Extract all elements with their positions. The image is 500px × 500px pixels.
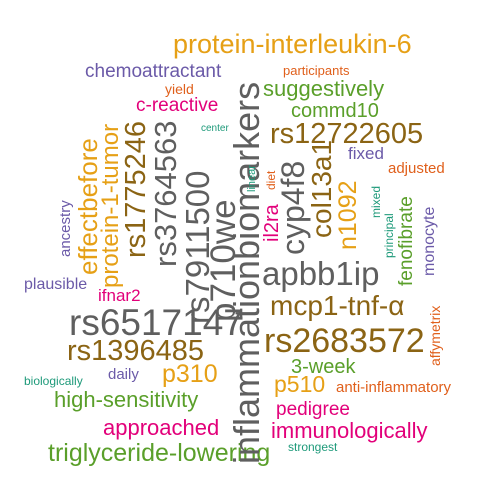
word-p310: p310	[162, 360, 218, 388]
word-approached: approached	[103, 415, 220, 440]
word-chemoattractant: chemoattractant	[85, 61, 222, 82]
word-participants: participants	[283, 63, 350, 78]
word-rs2683572: rs2683572	[264, 322, 425, 360]
word-plausible: plausible	[24, 276, 88, 293]
word-linear: linear	[246, 165, 258, 192]
word-principal: principal	[382, 213, 396, 258]
word-rs7911500: rs7911500	[179, 170, 216, 324]
word-daily: daily	[108, 366, 139, 383]
word-rs6517147: rs6517147	[69, 302, 244, 343]
word-3-week: 3-week	[291, 356, 356, 378]
word-protein-1-tumor: protein-1-tumor	[97, 123, 124, 288]
word-c-reactive: c-reactive	[136, 95, 219, 116]
word-rs12722605: rs12722605	[270, 118, 424, 150]
word-mixed: mixed	[369, 185, 383, 218]
word-affymetrix: affymetrix	[427, 305, 443, 366]
word-p510: p510	[274, 371, 326, 397]
word-col13a1: col13a1	[306, 139, 337, 238]
word-mcp1-tnf-a: mcp1-tnf-α	[270, 290, 405, 321]
word-n1092: n1092	[334, 180, 362, 250]
word-fixed: fixed	[348, 144, 384, 163]
word-center: center	[201, 123, 229, 134]
word-adjusted: adjusted	[388, 160, 445, 177]
word-triglyceride-lowering: triglyceride-lowering	[48, 439, 271, 467]
word-ifnar2: ifnar2	[98, 286, 141, 305]
word-protein-interleukin-6: protein-interleukin-6	[173, 29, 412, 59]
word-pedigree: pedigree	[276, 399, 350, 420]
word-biologically: biologically	[24, 374, 83, 388]
word-immunologically: immunologically	[271, 418, 428, 443]
word-commd10: commd10	[291, 100, 379, 122]
word-rs1396485: rs1396485	[67, 335, 205, 367]
word-anti-inflammatory: anti-inflammatory	[336, 379, 452, 396]
word-diet: diet	[264, 170, 278, 190]
word-strongest: strongest	[288, 440, 338, 454]
word-il2ra: il2ra	[261, 204, 283, 242]
word-rs1775246: rs1775246	[120, 120, 152, 258]
word-ancestry: ancestry	[57, 200, 74, 257]
word-high-sensitivity: high-sensitivity	[54, 387, 199, 412]
word-fenofibrate: fenofibrate	[396, 196, 417, 286]
word-rs3764563: rs3764563	[148, 120, 183, 267]
word-yield: yield	[165, 81, 194, 97]
word-apbb1ip: apbb1ip	[262, 255, 380, 292]
word-monocyte: monocyte	[421, 206, 438, 276]
word-suggestively: suggestively	[263, 76, 385, 101]
